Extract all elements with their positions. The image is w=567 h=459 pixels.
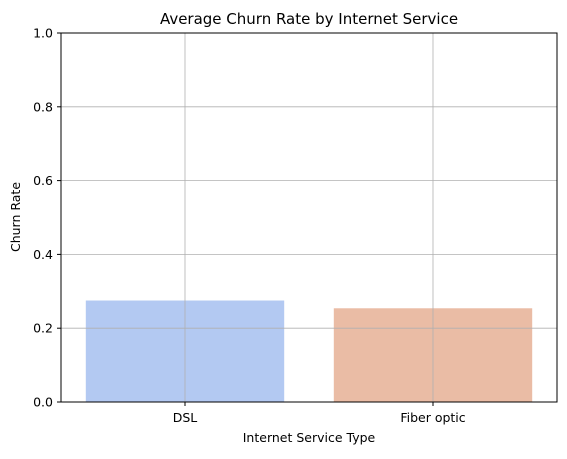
x-axis-label: Internet Service Type	[243, 430, 376, 445]
y-tick-label-2: 0.4	[33, 247, 53, 262]
x-tick-label-fiber-optic: Fiber optic	[400, 410, 465, 425]
y-tick-label-0: 0.0	[33, 395, 53, 410]
chart-title: Average Churn Rate by Internet Service	[160, 10, 458, 28]
y-axis-label: Churn Rate	[8, 182, 23, 252]
y-tick-label-1: 0.2	[33, 321, 53, 336]
plot-area: 0.0 0.2 0.4 0.6 0.8 1.0 DSL Fiber optic	[33, 26, 558, 425]
y-tick-label-4: 0.8	[33, 99, 53, 114]
y-tick-label-5: 1.0	[33, 26, 53, 41]
y-tick-label-3: 0.6	[33, 173, 53, 188]
x-tick-label-dsl: DSL	[173, 410, 198, 425]
plot-frame	[60, 32, 558, 403]
